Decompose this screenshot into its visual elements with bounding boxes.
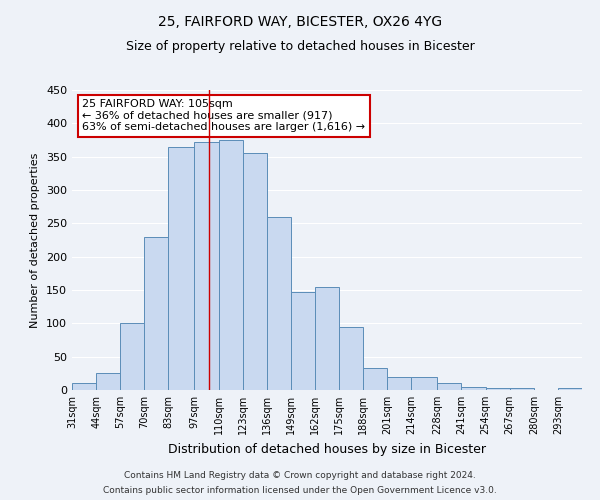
Bar: [96, 374, 120, 390]
Y-axis label: Number of detached properties: Number of detached properties: [31, 152, 40, 328]
Text: Size of property relative to detached houses in Bicester: Size of property relative to detached ho…: [125, 40, 475, 53]
Bar: [412, 376, 437, 390]
Bar: [437, 384, 461, 390]
Bar: [387, 376, 412, 390]
X-axis label: Distribution of detached houses by size in Bicester: Distribution of detached houses by size …: [168, 442, 486, 456]
Bar: [315, 286, 339, 390]
Bar: [461, 386, 485, 390]
Bar: [218, 140, 242, 390]
Bar: [267, 216, 291, 390]
Bar: [194, 142, 218, 390]
Text: 25, FAIRFORD WAY, BICESTER, OX26 4YG: 25, FAIRFORD WAY, BICESTER, OX26 4YG: [158, 15, 442, 29]
Bar: [169, 146, 194, 390]
Text: 25 FAIRFORD WAY: 105sqm
← 36% of detached houses are smaller (917)
63% of semi-d: 25 FAIRFORD WAY: 105sqm ← 36% of detache…: [82, 99, 365, 132]
Bar: [363, 368, 387, 390]
Bar: [339, 326, 363, 390]
Bar: [242, 154, 267, 390]
Bar: [558, 388, 582, 390]
Text: Contains public sector information licensed under the Open Government Licence v3: Contains public sector information licen…: [103, 486, 497, 495]
Bar: [485, 388, 509, 390]
Bar: [509, 388, 534, 390]
Bar: [145, 236, 169, 390]
Text: Contains HM Land Registry data © Crown copyright and database right 2024.: Contains HM Land Registry data © Crown c…: [124, 471, 476, 480]
Bar: [291, 292, 315, 390]
Bar: [72, 384, 96, 390]
Bar: [120, 324, 145, 390]
